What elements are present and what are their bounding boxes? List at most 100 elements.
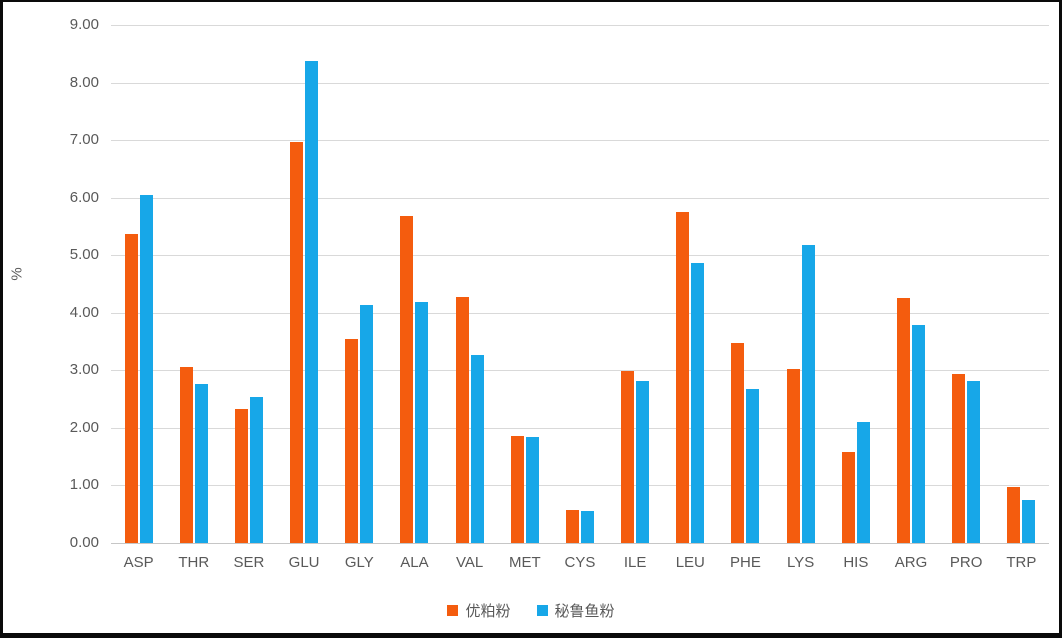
bar-trp	[1022, 500, 1036, 543]
x-tick-label-leu: LEU	[675, 554, 705, 571]
y-tick-label: 8.00	[69, 73, 99, 91]
x-tick-label-trp: TRP	[1006, 554, 1037, 571]
legend-label: 秘鲁鱼粉	[554, 603, 615, 620]
y-tick-label: 1.00	[69, 476, 99, 494]
x-tick-label-val: VAL	[455, 554, 484, 571]
bar-val	[455, 297, 469, 543]
x-tick-label-arg: ARG	[894, 554, 928, 571]
y-tick-label: 6.00	[69, 188, 99, 206]
bar-group-val	[442, 25, 497, 543]
bar-group-ala	[387, 25, 442, 543]
y-tick-label: 7.00	[69, 131, 99, 149]
bar-group-glu	[277, 25, 332, 543]
legend-item: 优粕粉	[447, 600, 511, 621]
bar-val	[470, 354, 484, 543]
x-tick-label-pro: PRO	[949, 554, 983, 571]
bar-group-ser	[221, 25, 276, 543]
gridline	[111, 255, 1049, 257]
plot-area	[111, 25, 1049, 544]
gridline	[111, 427, 1049, 429]
legend-item: 秘鲁鱼粉	[536, 600, 615, 621]
bar-pro	[952, 374, 966, 543]
bar-ile	[621, 370, 635, 543]
legend-swatch	[536, 605, 548, 616]
bar-ser	[249, 397, 263, 543]
bar-gly	[345, 338, 359, 543]
x-tick-label-cys: CYS	[564, 554, 596, 571]
bar-met	[525, 437, 539, 543]
bar-lys	[801, 244, 815, 543]
legend-label: 优粕粉	[465, 603, 511, 620]
bar-ser	[234, 409, 248, 543]
bar-met	[510, 435, 524, 543]
x-tick-label-lys: LYS	[787, 554, 815, 571]
bar-arg	[896, 297, 910, 543]
gridline	[111, 197, 1049, 199]
gridline	[111, 82, 1049, 84]
bar-phe	[746, 389, 760, 543]
y-tick-label: 5.00	[69, 246, 99, 264]
y-tick-label: 4.00	[69, 303, 99, 321]
bar-leu	[676, 212, 690, 543]
bar-asp	[139, 194, 153, 543]
y-axis: 0.00 1.00 2.00 3.00 4.00 5.00 6.00 7.00 8.00 9.00	[3, 16, 99, 551]
bar-cys	[580, 510, 594, 543]
bar-ala	[415, 301, 429, 543]
y-tick-label: 3.00	[69, 361, 99, 379]
bar-trp	[1007, 487, 1021, 543]
bar-group-met	[497, 25, 552, 543]
bar-group-phe	[718, 25, 773, 543]
bar-group-gly	[332, 25, 387, 543]
bar-group-arg	[883, 25, 938, 543]
x-tick-label-ile: ILE	[623, 554, 647, 571]
bar-gly	[360, 304, 374, 543]
bar-ala	[400, 215, 414, 543]
gridline	[111, 25, 1049, 26]
bar-arg	[911, 324, 925, 543]
bar-thr	[179, 366, 193, 543]
bar-group-trp	[994, 25, 1049, 543]
x-tick-label-asp: ASP	[123, 554, 154, 571]
bar-thr	[194, 383, 208, 543]
bar-group-lys	[773, 25, 828, 543]
legend: 优粕粉 秘鲁鱼粉	[3, 600, 1059, 621]
bar-asp	[124, 233, 138, 543]
bar-group-pro	[939, 25, 994, 543]
x-tick-label-gly: GLY	[344, 554, 374, 571]
x-tick-label-ser: SER	[233, 554, 265, 571]
y-tick-label: 9.00	[69, 16, 99, 33]
y-tick-label: 2.00	[69, 418, 99, 436]
bar-cys	[565, 510, 579, 543]
gridline	[111, 312, 1049, 314]
bar-group-leu	[663, 25, 718, 543]
legend-swatch	[447, 605, 459, 616]
bar-lys	[786, 368, 800, 543]
gridline	[111, 485, 1049, 487]
bars-layer	[111, 25, 1049, 543]
x-tick-label-glu: GLU	[288, 554, 320, 571]
x-tick-label-his: HIS	[843, 554, 869, 571]
x-tick-label-thr: THR	[178, 554, 210, 571]
bar-ile	[636, 381, 650, 543]
bar-glu	[290, 141, 304, 543]
x-tick-label-met: MET	[508, 554, 541, 571]
x-tick-label-ala: ALA	[400, 554, 429, 571]
bar-glu	[305, 61, 319, 543]
gridline	[111, 543, 1049, 544]
y-axis-title: %	[8, 267, 26, 281]
x-axis: ASP THR SER GLU GLY ALA VAL MET CYS ILE LEU PHE LYS H…	[111, 552, 1049, 574]
bar-leu	[691, 262, 705, 543]
bar-pro	[967, 381, 981, 543]
bar-his	[856, 421, 870, 543]
gridline	[111, 140, 1049, 142]
bar-group-cys	[552, 25, 607, 543]
bar-group-asp	[111, 25, 166, 543]
gridline	[111, 370, 1049, 372]
bar-phe	[731, 343, 745, 543]
bar-group-thr	[166, 25, 221, 543]
y-tick-label: 0.00	[69, 534, 99, 551]
bar-group-ile	[608, 25, 663, 543]
x-tick-label-phe: PHE	[730, 554, 761, 571]
bar-group-his	[828, 25, 883, 543]
